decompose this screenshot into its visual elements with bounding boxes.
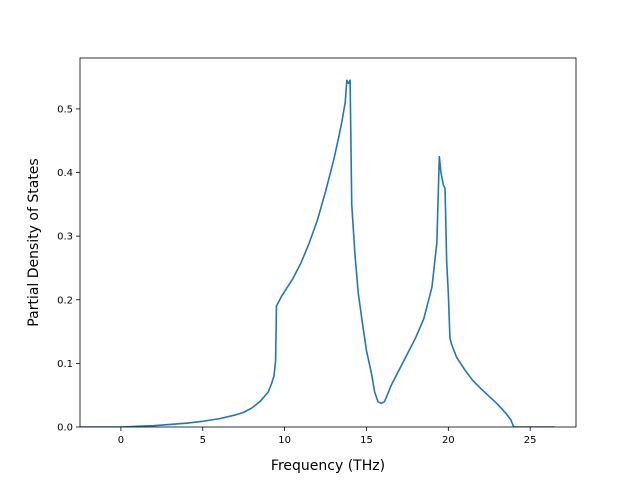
y-tick-label: 0.2	[57, 295, 73, 306]
y-tick-label: 0.1	[57, 359, 73, 370]
y-axis-ticks: 0.0 0.1 0.2 0.3 0.4 0.5	[57, 104, 80, 434]
x-axis-label: Frequency (THz)	[271, 458, 385, 474]
x-tick-label: 0	[118, 435, 124, 446]
x-tick-label: 15	[360, 435, 373, 446]
series-line-0	[80, 79, 555, 427]
y-axis-label: Partial Density of States	[26, 158, 42, 326]
y-tick-label: 0.3	[57, 232, 73, 243]
axes-frame	[79, 57, 577, 428]
x-tick-label: 5	[200, 435, 206, 446]
y-tick-label: 0.5	[57, 104, 73, 115]
y-tick-label: 0.0	[57, 423, 73, 434]
y-tick-label: 0.4	[57, 168, 73, 179]
x-tick-label: 20	[442, 435, 455, 446]
x-tick-label: 10	[278, 435, 291, 446]
x-axis-ticks: 0 5 10 15 20 25	[118, 427, 537, 446]
plot-area	[80, 79, 555, 427]
x-tick-label: 25	[524, 435, 537, 446]
